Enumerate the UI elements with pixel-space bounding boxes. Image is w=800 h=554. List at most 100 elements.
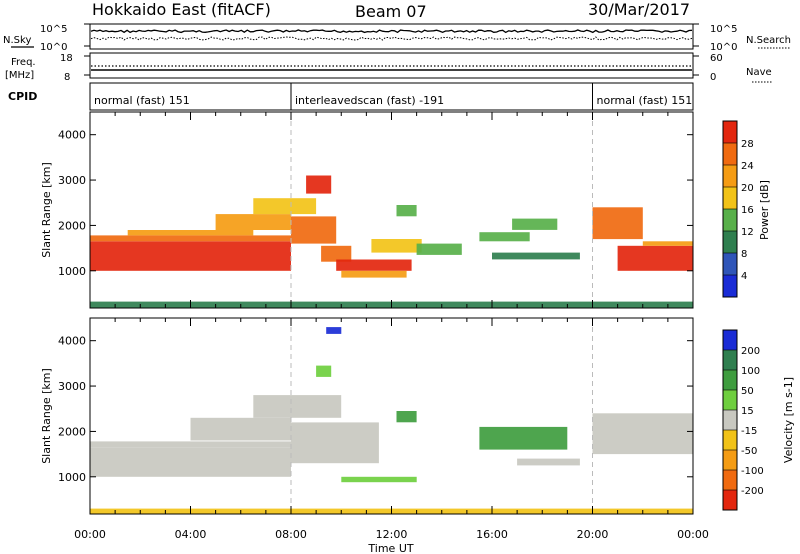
- power-colorbar-tick: 28: [741, 139, 754, 150]
- nave-label: Nave: [746, 67, 772, 78]
- x-tick-label: 00:00: [74, 528, 106, 541]
- velocity-colorbar-tick: -15: [741, 426, 757, 437]
- echo-region: [396, 205, 417, 217]
- colorbar-swatch: [723, 430, 737, 450]
- freq-unit-label: [MHz]: [5, 70, 34, 81]
- power-panel: 1000 2000 3000 4000 Slant Range [km] 4 8 12 16…: [40, 111, 771, 309]
- x-tick-label: 12:00: [376, 528, 408, 541]
- echo-region: [617, 245, 693, 271]
- colorbar-swatch: [723, 165, 737, 187]
- echo-region: [592, 207, 643, 240]
- freq-left-tick-high: 18: [60, 53, 73, 64]
- power-colorbar-tick: 12: [741, 227, 754, 238]
- power-colorbar-tick: 4: [741, 271, 747, 282]
- nsky-line: [90, 29, 693, 34]
- echo-region: [291, 422, 379, 464]
- freq-left-tick-low: 8: [64, 72, 70, 83]
- freq-right-tick-high: 60: [710, 53, 723, 64]
- freq-panel: 18 8 60 0: [60, 52, 723, 83]
- station-title: Hokkaido East (fitACF): [92, 0, 271, 19]
- y-tick-label: 1000: [58, 265, 86, 278]
- y-tick-label: 4000: [58, 335, 86, 348]
- x-tick-label: 00:00: [677, 528, 709, 541]
- y-tick-label: 3000: [58, 174, 86, 187]
- colorbar-swatch: [723, 275, 737, 297]
- echo-region: [512, 218, 558, 230]
- echo-region: [592, 413, 693, 455]
- x-tick-label: 20:00: [577, 528, 609, 541]
- y-tick-label: 4000: [58, 129, 86, 142]
- colorbar-swatch: [723, 470, 737, 490]
- colorbar-swatch: [723, 330, 737, 350]
- echo-region: [90, 235, 291, 242]
- velocity-colorbar-tick: 50: [741, 386, 754, 397]
- noise-right-tick-high: 10^5: [710, 24, 737, 35]
- colorbar-swatch: [723, 350, 737, 370]
- colorbar-swatch: [723, 450, 737, 470]
- colorbar-swatch: [723, 209, 737, 231]
- x-tick-label: 16:00: [476, 528, 508, 541]
- noise-left-tick-low: 10^0: [40, 42, 67, 53]
- colorbar-swatch: [723, 121, 737, 143]
- echo-region: [416, 243, 462, 255]
- x-tick-label: 04:00: [175, 528, 207, 541]
- nsearch-label: N.Search: [746, 35, 791, 46]
- power-colorbar-tick: 8: [741, 249, 747, 260]
- echo-region: [316, 365, 332, 377]
- power-colorbar-tick: 16: [741, 205, 754, 216]
- echo-region: [321, 245, 352, 262]
- echo-region: [642, 241, 694, 246]
- power-ylabel: Slant Range [km]: [40, 162, 53, 258]
- velocity-colorbar-tick: 100: [741, 366, 760, 377]
- cpid-label: CPID: [8, 90, 37, 103]
- cpid-segment-label: normal (fast) 151: [94, 94, 190, 107]
- velocity-colorbar-tick: -50: [741, 446, 757, 457]
- cpid-segment-label: interleavedscan (fast) -191: [295, 94, 444, 107]
- x-tick-label: 08:00: [275, 528, 307, 541]
- echo-region: [190, 417, 291, 441]
- velocity-colorbar-tick: -100: [741, 466, 764, 477]
- velocity-colorbar-tick: 200: [741, 346, 760, 357]
- echo-region: [127, 230, 254, 236]
- freq-label: Freq.: [11, 57, 36, 68]
- power-colorbar-label: Power [dB]: [758, 180, 771, 240]
- y-tick-label: 3000: [58, 380, 86, 393]
- echo-region: [291, 216, 337, 244]
- noise-right-tick-low: 10^0: [710, 42, 737, 53]
- echo-region: [341, 270, 407, 278]
- echo-region: [479, 232, 530, 242]
- colorbar-swatch: [723, 490, 737, 510]
- colorbar-swatch: [723, 253, 737, 275]
- echo-region: [326, 327, 342, 334]
- colorbar-swatch: [723, 390, 737, 410]
- y-tick-label: 2000: [58, 219, 86, 232]
- echo-region: [341, 476, 417, 483]
- echo-region: [253, 198, 317, 215]
- freq-right-tick-low: 0: [710, 72, 716, 83]
- power-colorbar-tick: 20: [741, 183, 754, 194]
- cpid-segment-label: normal (fast) 151: [597, 94, 693, 107]
- power-colorbar-tick: 24: [741, 161, 754, 172]
- echo-region: [396, 411, 417, 423]
- beam-title: Beam 07: [355, 2, 427, 21]
- echo-region: [479, 426, 568, 450]
- echo-region: [90, 241, 291, 271]
- velocity-colorbar-tick: 15: [741, 406, 754, 417]
- nsky-label: N.Sky: [3, 35, 31, 46]
- echo-region: [215, 214, 291, 230]
- velocity-colorbar-tick: -200: [741, 486, 764, 497]
- velocity-panel: 1000 2000 3000 4000 Slant Range [km] 200 100…: [40, 317, 795, 515]
- echo-region: [371, 239, 422, 253]
- echo-region: [253, 395, 342, 418]
- y-tick-label: 2000: [58, 425, 86, 438]
- echo-region: [90, 447, 291, 477]
- colorbar-swatch: [723, 370, 737, 390]
- echo-region: [492, 252, 580, 260]
- echo-region: [306, 175, 332, 194]
- velocity-ylabel: Slant Range [km]: [40, 368, 53, 464]
- date-title: 30/Mar/2017: [588, 0, 690, 19]
- echo-region: [517, 458, 580, 466]
- cpid-row: normal (fast) 151 interleavedscan (fast) …: [89, 82, 694, 111]
- colorbar-swatch: [723, 143, 737, 165]
